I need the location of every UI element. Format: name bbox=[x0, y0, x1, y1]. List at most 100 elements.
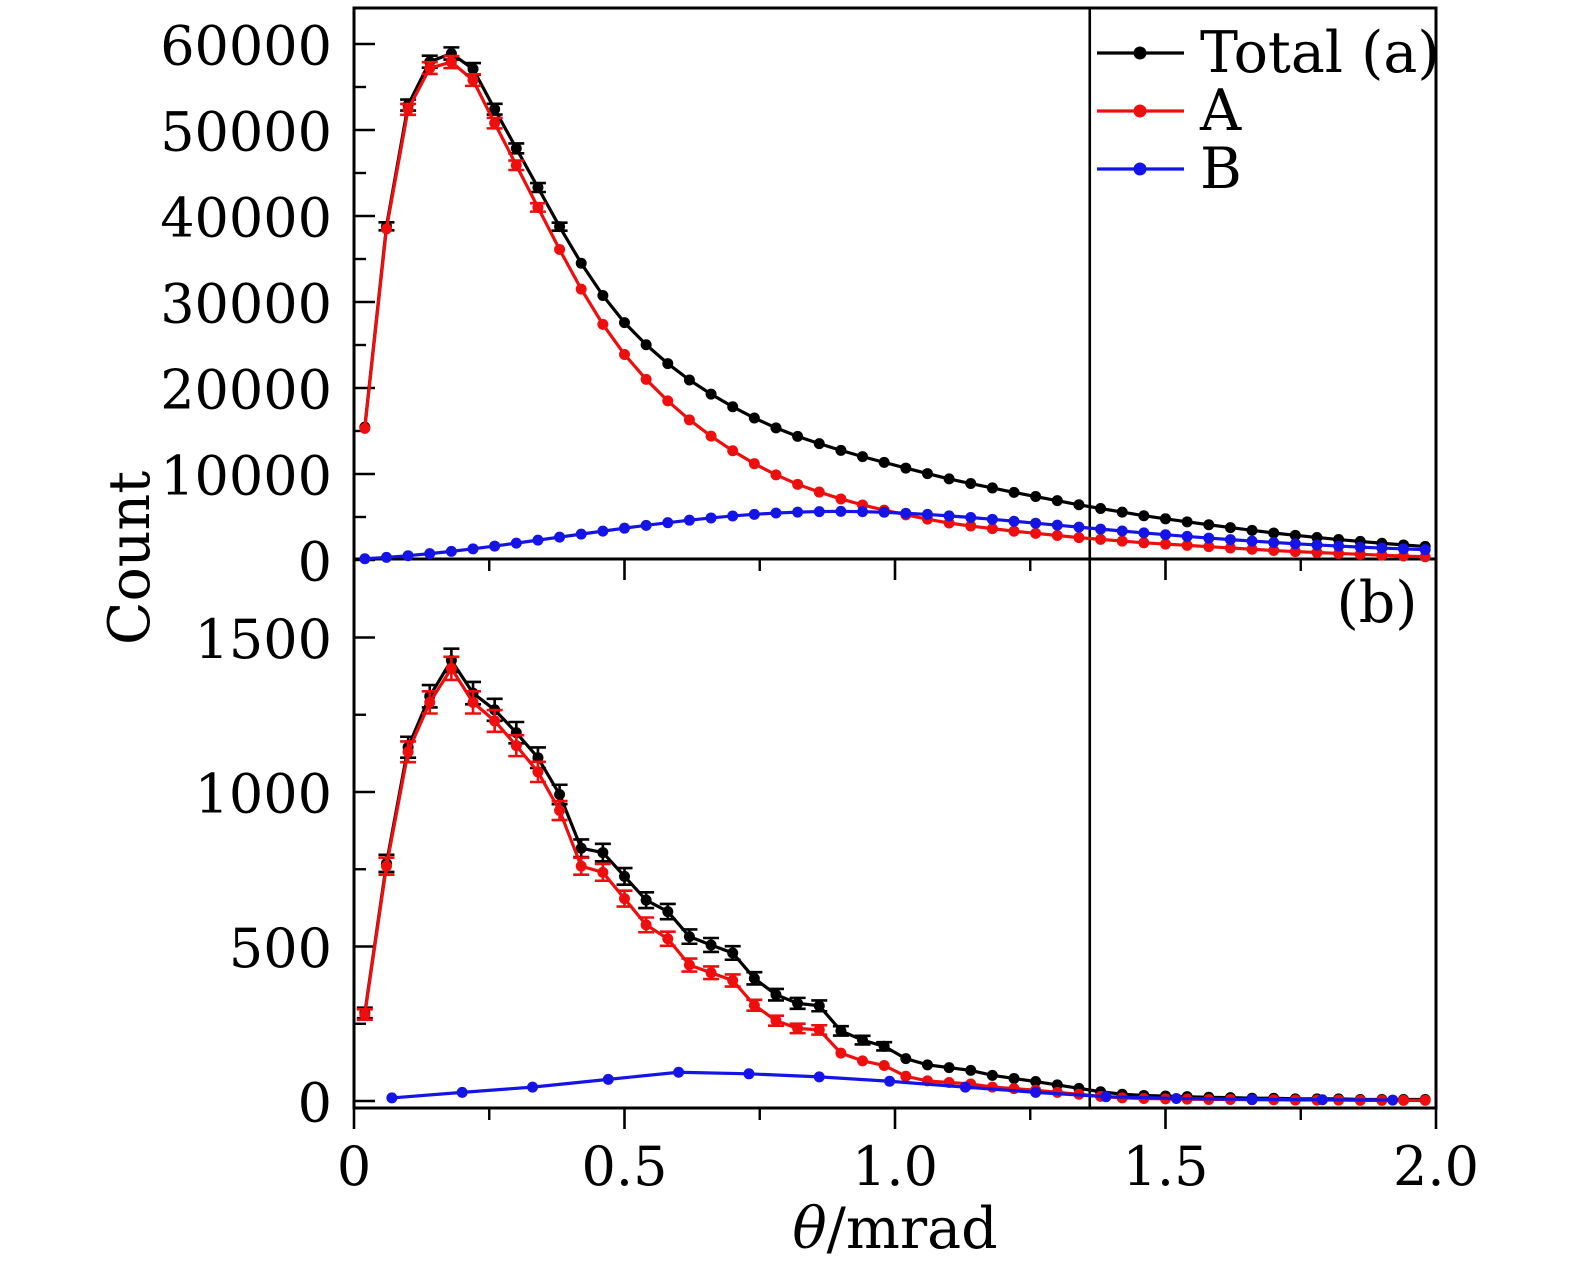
panel-b-marker-a bbox=[489, 715, 501, 727]
panel-a-marker-a bbox=[1073, 532, 1085, 544]
x-axis-title-theta: θ bbox=[792, 1196, 826, 1262]
panel-a-marker-b bbox=[943, 510, 955, 522]
panel-a-marker-b bbox=[1160, 529, 1171, 541]
panel-a-marker-a bbox=[402, 103, 414, 115]
panel-a-marker-total-a bbox=[640, 339, 652, 351]
panel-a-marker-total-a bbox=[986, 482, 998, 494]
panel-b-marker-a bbox=[727, 974, 739, 986]
y-axis-title: Count bbox=[97, 471, 163, 645]
panel-b-marker-total bbox=[597, 847, 609, 859]
panel-a-marker-total-a bbox=[921, 468, 933, 480]
panel-a-marker-b bbox=[878, 506, 890, 518]
panel-a-marker-a bbox=[1138, 537, 1150, 549]
panel-a-series-b bbox=[359, 505, 1431, 565]
panel-a-marker-b bbox=[792, 506, 804, 518]
panel-a-marker-a bbox=[554, 244, 566, 256]
panel-b-marker-a bbox=[705, 967, 717, 979]
panel-b-marker-a bbox=[835, 1047, 847, 1059]
panel-a-marker-a bbox=[1246, 543, 1258, 555]
panel-a-marker-b bbox=[1073, 521, 1085, 533]
panel-a-marker-total-a bbox=[1051, 495, 1063, 507]
panel-b-marker-total bbox=[835, 1025, 847, 1037]
panel-a-marker-total-a bbox=[467, 63, 479, 75]
x-tick-label: 1.5 bbox=[1123, 1135, 1209, 1198]
panel-a-marker-b bbox=[900, 507, 912, 519]
panel-b-line-b bbox=[391, 1070, 1393, 1102]
panel-a-marker-b bbox=[402, 550, 414, 562]
panel-a-marker-total-a bbox=[900, 462, 912, 474]
panel-a-marker-total-a bbox=[1181, 516, 1193, 528]
panel-b-marker-a bbox=[380, 860, 392, 872]
panel-b-marker-total bbox=[705, 939, 717, 951]
panel-a-marker-b bbox=[1030, 517, 1042, 529]
panel-a-marker-b bbox=[986, 513, 998, 525]
panel-a-marker-b bbox=[1268, 536, 1280, 548]
panel-a-marker-b bbox=[835, 505, 847, 517]
panel-a-marker-b bbox=[770, 507, 782, 519]
panel-a-marker-b bbox=[467, 543, 479, 555]
panel-a-y-tick-label: 50000 bbox=[160, 101, 332, 164]
panel-a-marker-b bbox=[424, 548, 436, 560]
panel-b-marker-a bbox=[467, 696, 479, 708]
panel-a-marker-a bbox=[1268, 545, 1280, 557]
legend-label: A bbox=[1199, 78, 1242, 144]
panel-a-marker-total-a bbox=[813, 438, 825, 450]
panel-a-marker-a bbox=[619, 348, 630, 360]
panel-a-y-tick-label: 20000 bbox=[160, 359, 332, 422]
panel-a-marker-a bbox=[727, 445, 739, 457]
legend-marker bbox=[1133, 46, 1147, 60]
panel-b-marker-total bbox=[683, 931, 695, 943]
panel-b-marker-total bbox=[965, 1064, 977, 1076]
panel-a-marker-total-a bbox=[1138, 510, 1150, 522]
panel-b-marker-a bbox=[683, 959, 695, 971]
legend-label: Total (a) bbox=[1200, 20, 1440, 86]
panel-a-marker-b bbox=[1246, 535, 1258, 547]
panel-a-marker-total-a bbox=[1030, 491, 1042, 503]
panel-b-y-tick-label: 1500 bbox=[195, 608, 332, 671]
panel-b-marker-b bbox=[673, 1066, 685, 1078]
panel-a-y-tick-label: 30000 bbox=[160, 273, 332, 336]
panel-a-marker-total-a bbox=[489, 103, 501, 115]
panel-a-marker-b bbox=[662, 517, 674, 529]
panel-a-marker-a bbox=[575, 283, 587, 295]
panel-a-marker-b bbox=[683, 514, 695, 526]
panel-b-marker-b bbox=[386, 1092, 398, 1104]
panel-a-marker-b bbox=[1419, 544, 1431, 556]
panel-a-marker-a bbox=[662, 395, 674, 407]
panel-b-marker-a bbox=[510, 740, 522, 752]
panel-a-marker-b bbox=[359, 553, 371, 565]
panel-a-marker-a bbox=[1116, 535, 1128, 547]
panel-a-y-tick-label: 40000 bbox=[160, 187, 332, 250]
panel-b-series-b bbox=[386, 1066, 1399, 1106]
panel-a-marker-a bbox=[380, 223, 392, 235]
panel-a-marker-total-a bbox=[597, 289, 609, 301]
panel-b-marker-a bbox=[575, 860, 587, 872]
panel-a-marker-a bbox=[1095, 533, 1107, 545]
panel-a-marker-b bbox=[1095, 523, 1107, 535]
panel-a-marker-b bbox=[380, 551, 392, 563]
panel-b-errorbars-total bbox=[356, 647, 893, 1052]
panel-a-series-a bbox=[359, 54, 1431, 563]
panel-b-marker-total bbox=[619, 870, 630, 882]
panel-a-marker-a bbox=[813, 486, 825, 498]
panel-a-marker-total-a bbox=[1224, 522, 1236, 534]
panel-b-marker-b bbox=[1030, 1086, 1042, 1098]
panel-b-marker-total bbox=[554, 788, 566, 800]
panel-a-line-total-a bbox=[363, 51, 1426, 549]
panel-b-marker-total bbox=[813, 1000, 825, 1012]
panel-a-marker-b bbox=[1008, 515, 1020, 527]
panel-a-marker-b bbox=[1051, 519, 1063, 531]
x-axis-title-unit: /mrad bbox=[827, 1196, 998, 1262]
panel-b-marker-a bbox=[1419, 1094, 1431, 1106]
panel-b-y-tick-label: 1000 bbox=[195, 763, 332, 826]
panel-a-marker-a bbox=[640, 373, 652, 385]
panel-a-marker-total-a bbox=[943, 473, 955, 485]
panel-b-marker-total bbox=[900, 1053, 912, 1065]
panel-b-marker-total bbox=[727, 947, 739, 959]
panel-a-marker-total-a bbox=[705, 388, 717, 400]
panel-a-marker-a bbox=[705, 430, 717, 442]
panel-b-y-tick-label: 500 bbox=[229, 917, 332, 980]
x-tick-label: 2.0 bbox=[1393, 1135, 1479, 1198]
panel-b-marker-a bbox=[532, 766, 544, 778]
